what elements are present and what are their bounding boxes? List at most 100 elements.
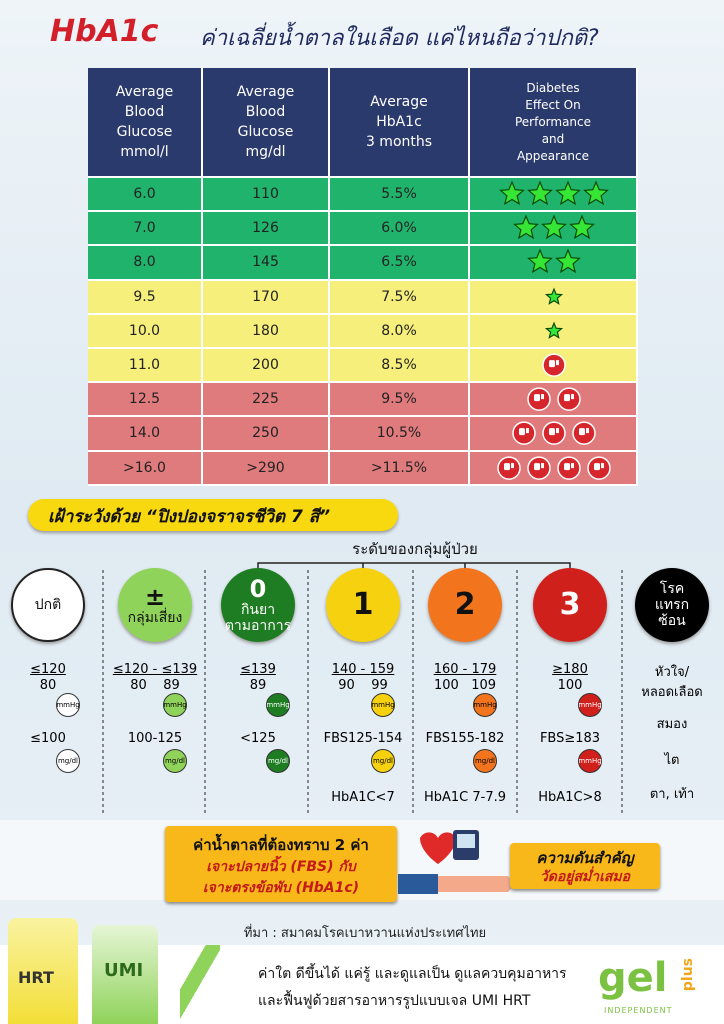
thumbs-down [512,421,536,446]
rating [544,321,564,339]
star [527,180,553,206]
circle-text: ปกติ [34,597,62,613]
thumb-hand [549,360,555,368]
rating-cell [470,212,638,247]
rating-cell [470,314,638,349]
bp-top: ≤139 [240,662,276,677]
thumbs-down [542,421,566,446]
thumb-hand [534,462,540,470]
unit-badge: mg/dl [56,749,80,773]
unit-badge: mmHg [371,693,395,717]
level-circle: ปกติ [11,568,85,642]
bp-bottom: 100 [557,678,583,693]
thumb-cuff [556,360,559,366]
footer-line: และฟื้นฟูด้วยสารอาหารรูปแบบเจล UMI HRT [258,993,531,1009]
star [583,180,609,206]
unit-badge: mmHg [163,693,187,717]
thumbs-down [527,387,551,412]
rating [497,455,611,480]
sugar: 100-125 [127,731,183,746]
header-line: and [541,131,565,146]
table-cell: 12.5 [88,383,203,418]
unit-badge: mg/dl [371,749,395,773]
table-cell: 7.0 [88,212,203,247]
header-line: Effect On [525,97,581,112]
bp-bottom: 80 89 [130,678,180,693]
table: Average Blood Glucose mmol/l Average Blood Glu… [88,68,638,486]
circle-text: แทรก [654,597,690,613]
unit-badge: mmHg [56,693,80,717]
sugar: FBS≥183 [539,731,601,746]
header-line: Glucose [116,124,173,140]
circle-text: 3 [559,587,581,622]
header-cell: Average HbA1c 3 months [330,68,470,178]
bp-bottom: 100 109 [433,678,497,693]
level-circle: โรค แทรก ซ้อน [635,568,709,642]
logo-plus: plus [680,958,696,992]
bp-top: ≤120 [30,662,66,677]
table-cell: 250 [203,417,330,452]
thumb-hand [549,428,555,436]
condition: สมอง [656,717,688,732]
rating [499,180,609,206]
hba1c: HbA1C 7-7.9 [423,790,507,805]
condition: ตา, เท้า [649,787,695,802]
thumb-hand [504,462,510,470]
star [555,180,581,206]
bp-top: ≤120 - ≤139 [112,662,198,677]
unit-badge: mg/dl [163,749,187,773]
star [499,180,525,206]
thumb-cuff [541,462,544,468]
sugar: FBS155-182 [425,731,505,746]
star [527,248,553,274]
table-cell: 200 [203,349,330,384]
condition: หลอดเลือด [641,685,703,700]
header-line: Average [115,84,174,100]
table-cell: 7.5% [330,280,470,315]
circle-text: ซ้อน [658,613,686,629]
pressure-box [510,843,660,889]
separators [102,570,623,815]
rating-cell [470,417,638,452]
level-circle: ± กลุ่มเสี่ยง [118,568,192,642]
bp-bottom: 89 [249,678,267,693]
thumb-hand [594,462,600,470]
table-cell: 6.0% [330,212,470,247]
header-line: mg/dl [245,144,286,160]
rating [527,387,581,412]
table-cell: 225 [203,383,330,418]
callout-box [165,826,397,902]
bp-top: 140 - 159 [331,662,395,677]
circle-text: 0 [249,575,267,603]
source: ที่มา : สมาคมโรคเบาหวานแห่งประเทศไทย [243,926,487,941]
subtitle: ค่าเฉลี่ยน้ำตาลในเลือด แค่ไหนถือว่าปกติ? [200,26,599,51]
star [541,214,567,240]
table-cell: 9.5 [88,280,203,315]
table-cell: 14.0 [88,417,203,452]
pressure-text: ความดันสำคัญ [536,849,634,867]
thumb-hand [564,462,570,470]
level-circle: 1 [326,568,400,642]
header-cell: Diabetes Effect On Performance and Appearanc… [470,68,638,178]
rating-cell [470,451,638,486]
star [544,287,564,305]
callout-line: เจาะตรงข้อพับ (HbA1c) [202,880,360,896]
callout-line: เจาะปลายนิ้ว (FBS) กับ [206,859,356,875]
level-circle: 3 [533,568,607,642]
table-cell: 11.0 [88,349,203,384]
header-line: Appearance [516,148,590,163]
sugar: <125 [240,731,276,746]
bp-bottom: 90 99 [338,678,388,693]
product-label: UMI [104,960,144,981]
bp-bottom: 80 [39,678,57,693]
circle-text: ตามอาการ [224,618,292,634]
thumbs-down [497,455,521,480]
unit-badge: mmHg [578,693,602,717]
header-line: mmol/l [120,144,169,160]
rating-cell [470,246,638,281]
unit-badge: mg/dl [473,749,497,773]
unit-badge: mg/dl [266,749,290,773]
rating [544,287,564,305]
thumbs-down [587,455,611,480]
